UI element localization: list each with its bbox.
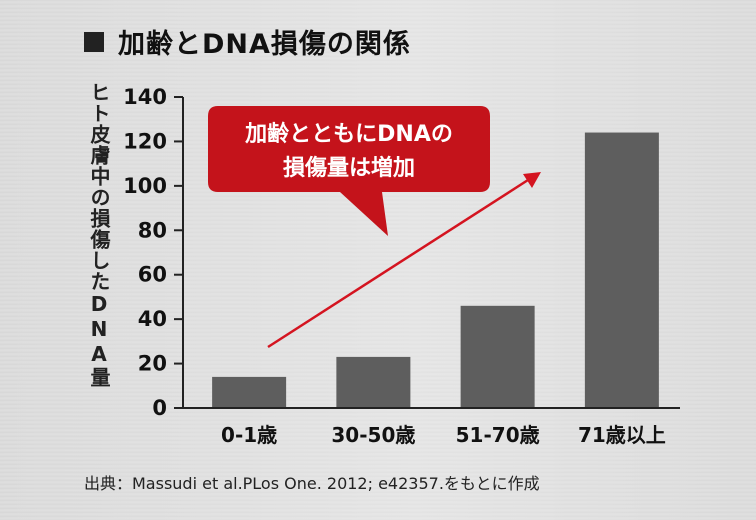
y-tick-label: 80 — [138, 218, 167, 242]
callout-line-2: 損傷量は増加 — [283, 155, 415, 181]
x-tick-label: 51-70歳 — [456, 423, 540, 447]
y-tick-label: 60 — [138, 263, 167, 287]
bar-2 — [336, 356, 411, 408]
trend-arrow-line — [267, 178, 529, 349]
y-tick-label: 120 — [123, 129, 167, 153]
source-note: 出典：Massudi et al.PLos One. 2012; e42357.… — [84, 474, 540, 493]
y-tick-label: 140 — [123, 85, 167, 109]
y-tick-label: 0 — [152, 396, 167, 420]
y-ticks: 0 20 40 60 80 100 120 140 — [123, 85, 183, 420]
bar-1 — [212, 376, 287, 408]
y-tick-label: 20 — [138, 352, 167, 376]
y-tick-label: 40 — [138, 307, 167, 331]
trend-arrow-head-icon — [523, 172, 541, 188]
x-tick-label: 30-50歳 — [331, 423, 415, 447]
bar-3 — [460, 305, 535, 408]
bar-4 — [584, 132, 659, 409]
chart-title: 加齢とDNA損傷の関係 — [84, 22, 411, 61]
chart-title-text: 加齢とDNA損傷の関係 — [118, 29, 411, 60]
callout-bubble — [208, 106, 490, 236]
bars — [212, 132, 659, 409]
x-tick-label: 0-1歳 — [221, 423, 277, 447]
x-tick-label: 71歳以上 — [578, 423, 666, 447]
title-square-icon — [84, 31, 104, 52]
callout-line-1: 加齢とともにDNAの — [244, 121, 453, 147]
x-ticks: 0-1歳 30-50歳 51-70歳 71歳以上 — [221, 423, 666, 447]
y-axis-label: ヒト皮膚中の損傷したDNA量 — [87, 82, 111, 388]
y-tick-label: 100 — [123, 174, 167, 198]
